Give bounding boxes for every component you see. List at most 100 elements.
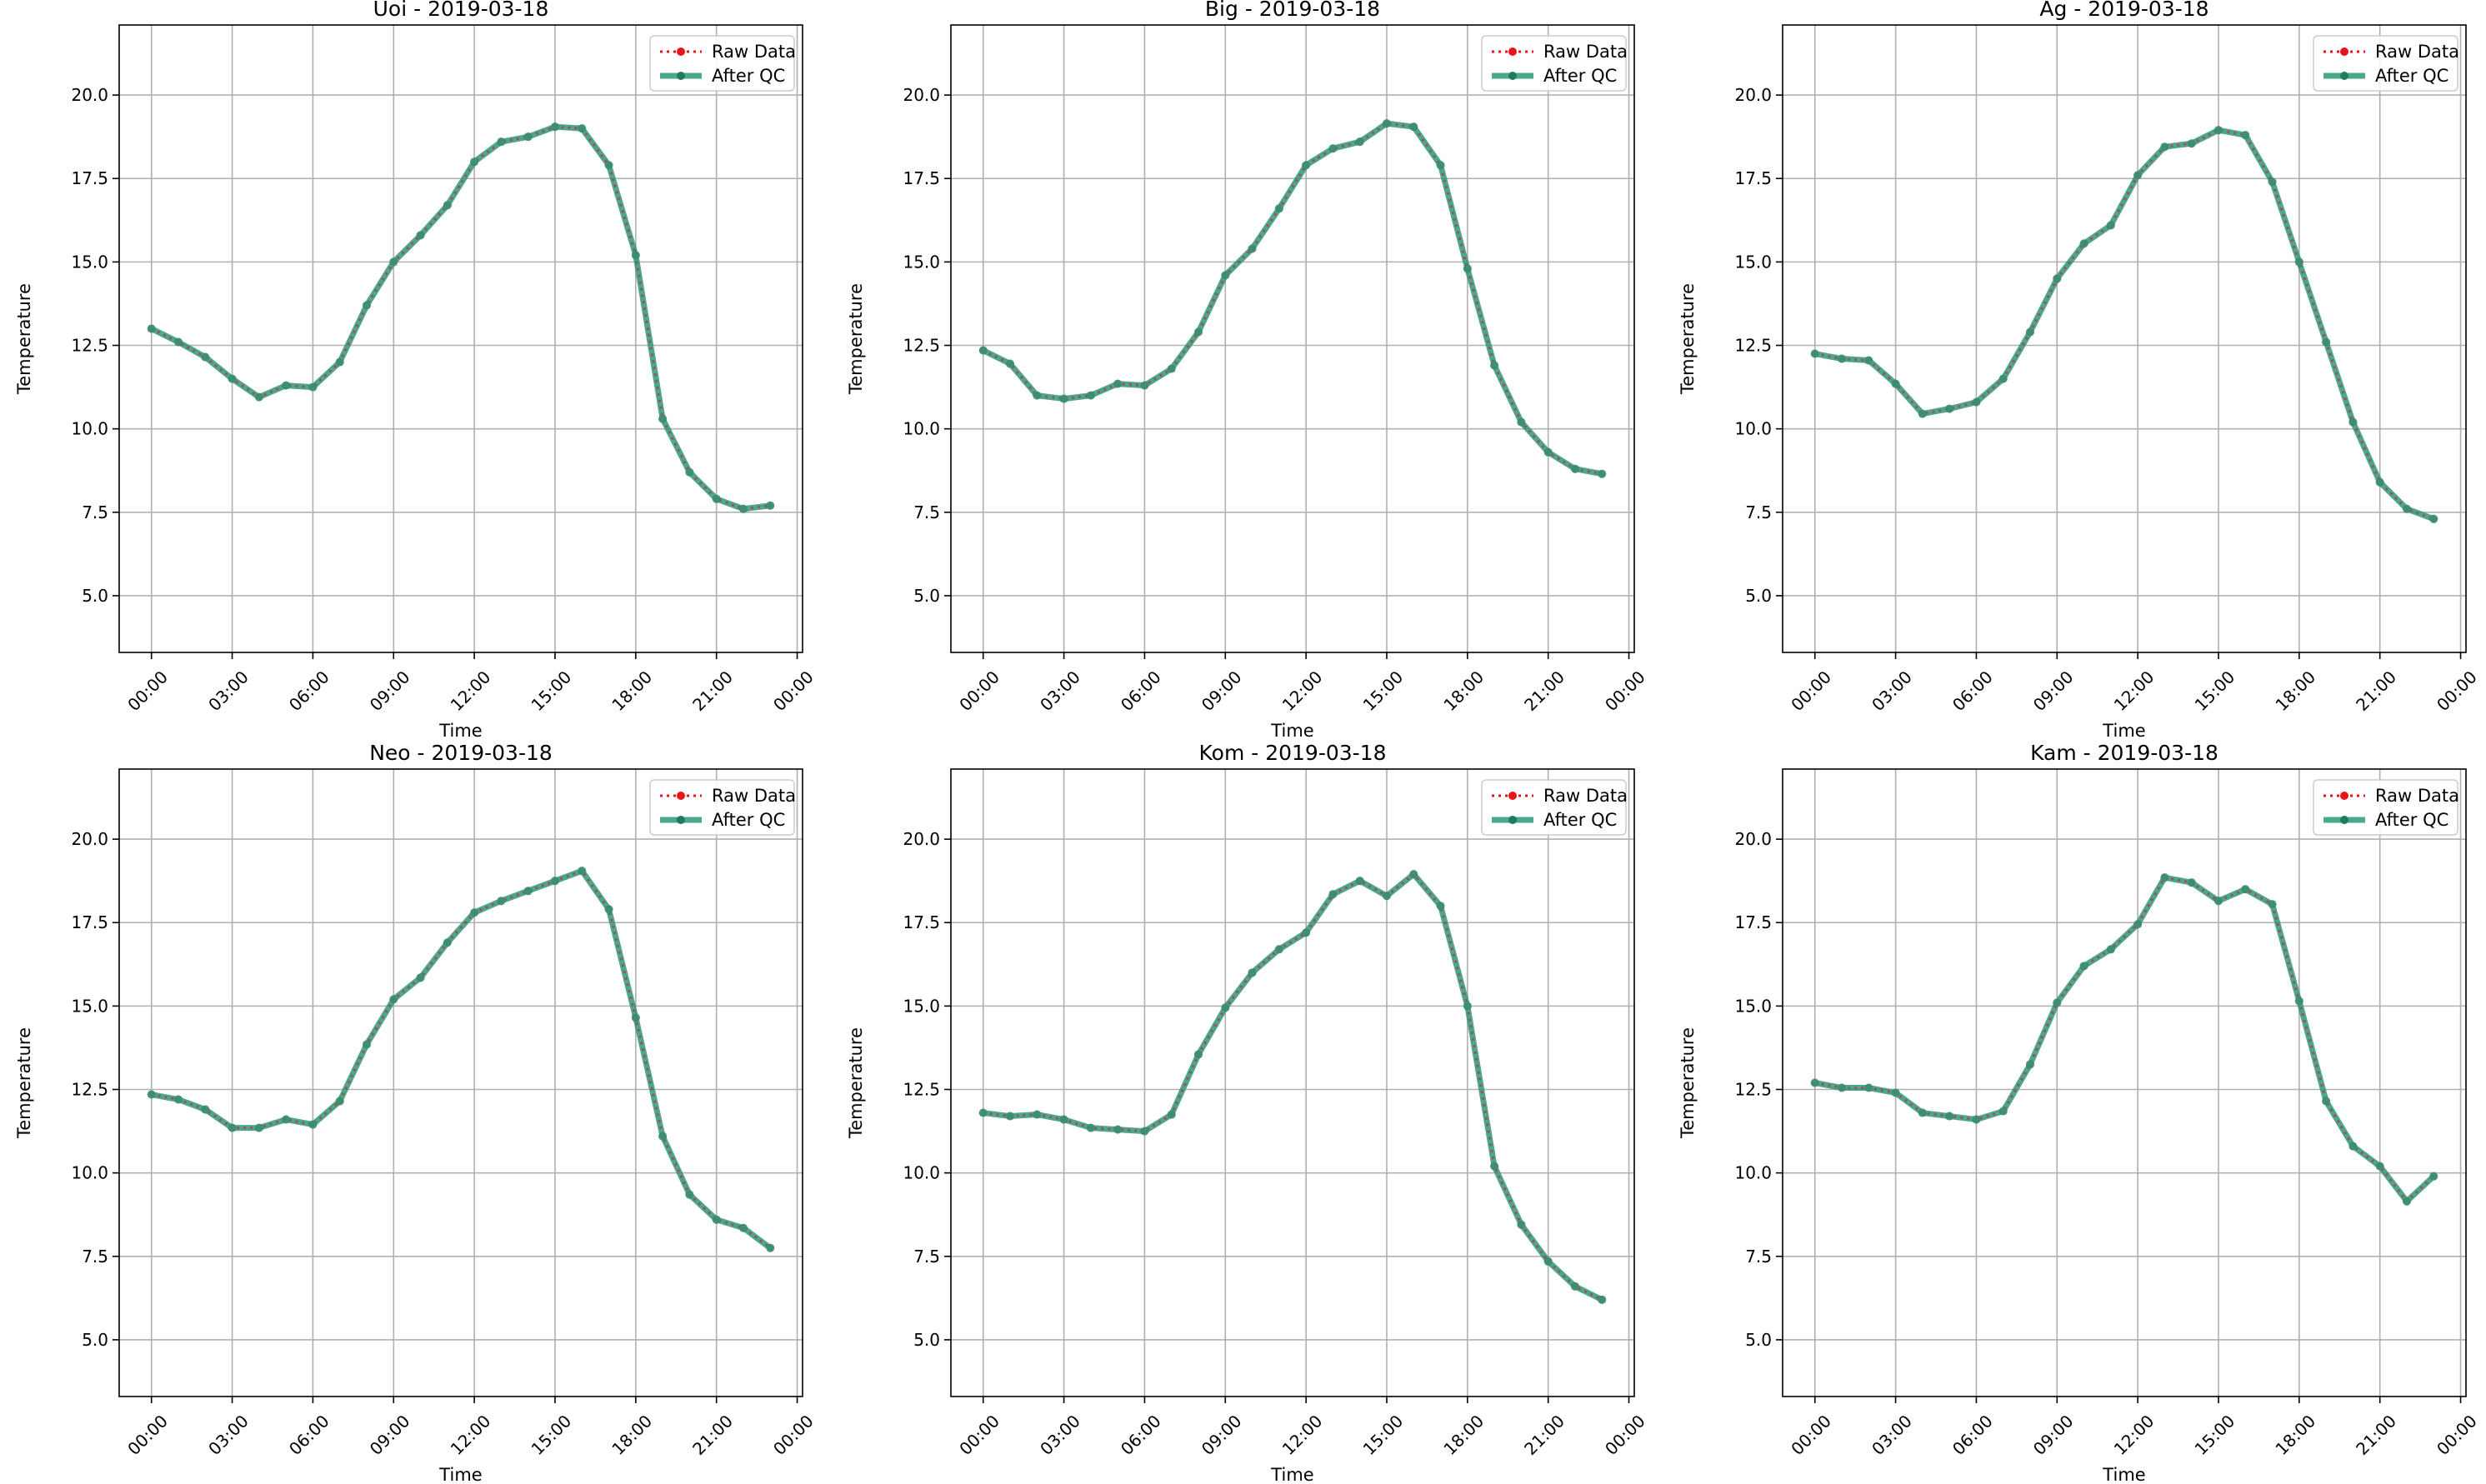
data-point-after-qc xyxy=(685,467,694,477)
x-tick-label: 00:00 xyxy=(1787,1411,1835,1459)
x-tick-label: 15:00 xyxy=(1359,667,1408,715)
y-tick-label: 5.0 xyxy=(1745,586,1772,606)
x-axis-label: Time xyxy=(1270,1465,1313,1484)
chart-panel-2: 5.0 7.5 10.0 12.5 15.0 17.5 20.0 00:00 03:00 06:0… xyxy=(846,0,1649,741)
data-point-after-qc xyxy=(201,352,210,362)
data-point-after-qc xyxy=(1086,1123,1095,1132)
data-point-after-qc xyxy=(1221,271,1230,280)
legend-label-raw-data: Raw Data xyxy=(2375,786,2459,806)
data-point-after-qc xyxy=(2294,257,2303,267)
data-point-after-qc xyxy=(1945,1112,1954,1121)
y-tick-label: 7.5 xyxy=(1745,1247,1772,1267)
x-tick-label: 15:00 xyxy=(1359,1411,1408,1459)
y-tick-label: 15.0 xyxy=(1734,996,1772,1016)
x-tick-label: 09:00 xyxy=(2029,667,2078,715)
series-line-raw-data xyxy=(1814,876,2435,1203)
y-tick-label: 17.5 xyxy=(903,912,940,932)
data-point-after-qc xyxy=(2187,139,2196,148)
legend-marker-raw-data xyxy=(677,792,685,800)
legend-marker-after-qc xyxy=(1508,72,1517,80)
x-tick-label: 15:00 xyxy=(528,667,576,715)
data-point-after-qc xyxy=(2429,1172,2438,1181)
data-point-after-qc xyxy=(978,1108,988,1117)
axes-frame xyxy=(950,768,1635,1397)
axes-frame xyxy=(950,24,1635,653)
y-tick-label: 12.5 xyxy=(903,336,940,356)
legend-marker-raw-data xyxy=(677,47,685,56)
x-tick-label: 18:00 xyxy=(608,667,656,715)
series-line-after-qc xyxy=(1812,127,2437,522)
data-point-after-qc xyxy=(1302,928,1311,937)
data-point-after-qc xyxy=(2322,1097,2331,1106)
x-axis-label: Time xyxy=(438,721,482,741)
data-point-after-qc xyxy=(2348,1142,2358,1151)
data-point-after-qc xyxy=(2133,171,2143,180)
data-point-after-qc xyxy=(1194,1050,1203,1059)
x-tick-label: 00:00 xyxy=(955,667,1003,715)
x-axis-label: Time xyxy=(438,1465,482,1484)
x-tick-label: 00:00 xyxy=(1787,667,1835,715)
y-tick-label: 10.0 xyxy=(1734,1163,1772,1183)
x-tick-label: 21:00 xyxy=(1520,1411,1568,1459)
x-tick-label: 12:00 xyxy=(1278,667,1327,715)
x-tick-label: 12:00 xyxy=(1278,1411,1327,1459)
x-tick-label: 06:00 xyxy=(1117,667,1165,715)
axes-frame xyxy=(118,768,803,1397)
y-tick-label: 15.0 xyxy=(903,996,940,1016)
data-point-after-qc xyxy=(1409,122,1418,132)
x-tick-label: 21:00 xyxy=(688,667,737,715)
legend-label-after-qc: After QC xyxy=(1543,810,1617,830)
data-point-after-qc xyxy=(2322,337,2331,347)
series-line-raw-data xyxy=(983,122,1603,476)
data-point-after-qc xyxy=(174,337,183,347)
chart-panel-6: 5.0 7.5 10.0 12.5 15.0 17.5 20.0 00:00 03:00 06:0… xyxy=(1678,741,2481,1484)
data-point-after-qc xyxy=(1918,1108,1927,1117)
data-point-after-qc xyxy=(1006,1112,1015,1121)
y-tick-label: 12.5 xyxy=(903,1080,940,1100)
data-point-after-qc xyxy=(1382,119,1391,128)
y-tick-label: 15.0 xyxy=(71,996,108,1016)
y-tick-label: 7.5 xyxy=(82,1247,108,1267)
chart-title: Big - 2019-03-18 xyxy=(1205,0,1380,21)
x-tick-label: 03:00 xyxy=(1868,1411,1916,1459)
y-tick-label: 20.0 xyxy=(1734,85,1772,105)
data-point-after-qc xyxy=(712,1215,721,1224)
data-point-after-qc xyxy=(2106,945,2115,954)
data-point-after-qc xyxy=(550,122,559,132)
data-point-after-qc xyxy=(1221,1003,1230,1012)
legend-marker-after-qc xyxy=(2340,72,2348,80)
data-point-after-qc xyxy=(254,1123,263,1132)
y-tick-label: 5.0 xyxy=(1745,1330,1772,1350)
data-point-after-qc xyxy=(2268,900,2277,909)
data-point-after-qc xyxy=(766,501,775,510)
legend: Raw Data After QC xyxy=(649,779,796,836)
data-point-after-qc xyxy=(631,1013,640,1022)
data-point-after-qc xyxy=(1891,379,1900,388)
x-tick-label: 03:00 xyxy=(1036,1411,1084,1459)
data-point-after-qc xyxy=(1355,137,1364,147)
data-point-after-qc xyxy=(1543,1257,1553,1266)
legend-marker-after-qc xyxy=(2340,816,2348,824)
data-point-after-qc xyxy=(201,1105,210,1114)
data-point-after-qc xyxy=(1598,1295,1607,1304)
x-tick-label: 06:00 xyxy=(285,667,333,715)
y-axis-label: Temperature xyxy=(846,283,866,395)
series-line-raw-data xyxy=(151,869,772,1249)
x-axis-label: Time xyxy=(2102,721,2145,741)
data-point-after-qc xyxy=(2268,177,2277,187)
legend-label-after-qc: After QC xyxy=(712,810,785,830)
data-point-after-qc xyxy=(658,414,668,423)
data-point-after-qc xyxy=(578,124,587,133)
data-point-after-qc xyxy=(1194,327,1203,337)
y-tick-label: 10.0 xyxy=(903,419,940,439)
data-point-after-qc xyxy=(1490,361,1499,370)
data-point-after-qc xyxy=(282,1115,291,1124)
legend-label-raw-data: Raw Data xyxy=(712,42,796,62)
data-point-after-qc xyxy=(308,382,318,392)
data-point-after-qc xyxy=(1436,161,1445,170)
legend: Raw Data After QC xyxy=(1481,35,1628,92)
data-point-after-qc xyxy=(1113,379,1123,388)
data-point-after-qc xyxy=(1570,1282,1579,1291)
x-tick-label: 03:00 xyxy=(1868,667,1916,715)
data-point-after-qc xyxy=(1355,877,1364,886)
